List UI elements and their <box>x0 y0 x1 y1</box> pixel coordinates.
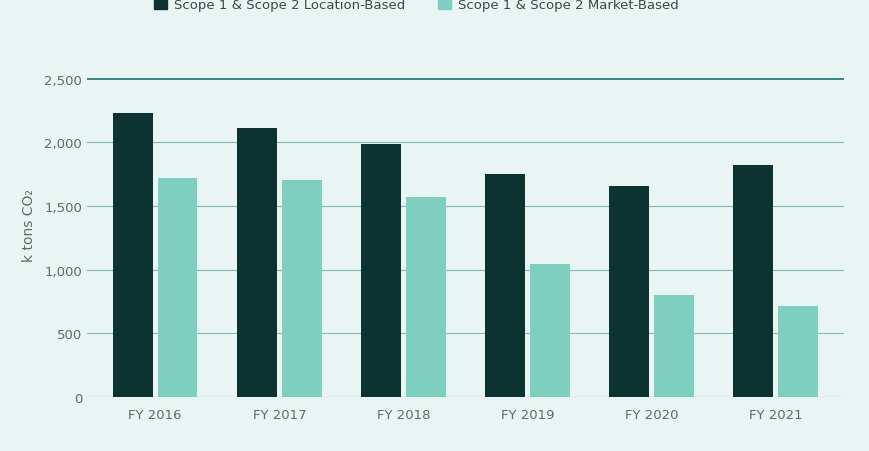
Bar <box>485 175 524 397</box>
Bar <box>777 307 817 397</box>
Y-axis label: k tons CO₂: k tons CO₂ <box>22 189 36 262</box>
Bar <box>282 181 322 397</box>
Bar <box>237 129 276 397</box>
Bar <box>157 179 197 397</box>
Legend: Scope 1 & Scope 2 Location-Based, Scope 1 & Scope 2 Market-Based: Scope 1 & Scope 2 Location-Based, Scope … <box>154 0 678 12</box>
Bar <box>653 295 693 397</box>
Bar <box>361 144 401 397</box>
Bar <box>113 114 153 397</box>
Bar <box>733 166 773 397</box>
Bar <box>529 265 569 397</box>
Bar <box>406 198 445 397</box>
Bar <box>608 186 648 397</box>
